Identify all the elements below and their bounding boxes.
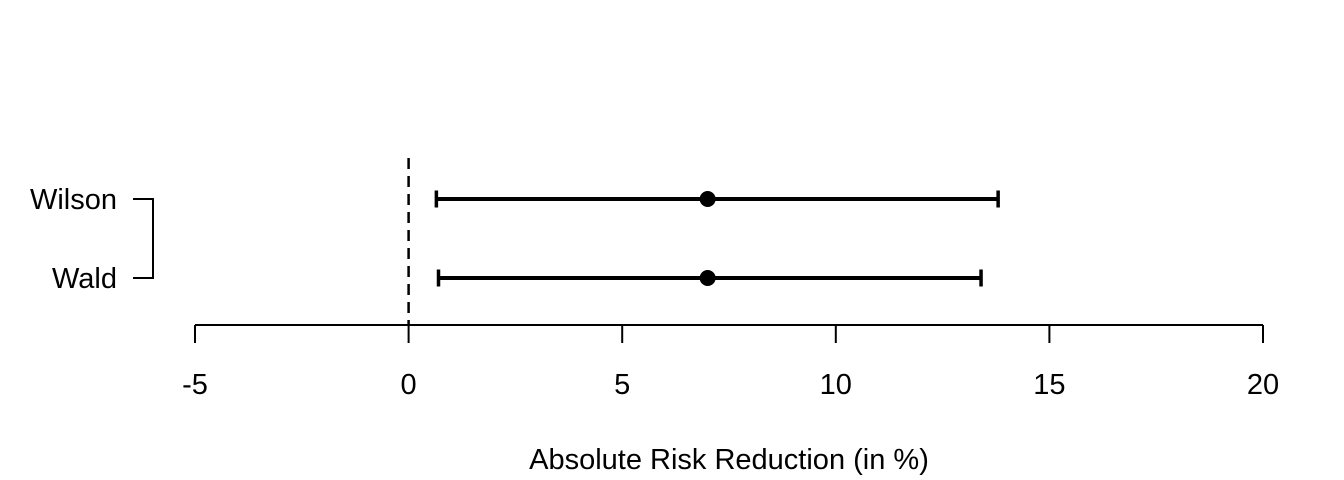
x-axis-tick-label: 10 (820, 369, 852, 401)
x-axis-tick-label: -5 (182, 369, 208, 401)
x-axis-tick-label: 0 (401, 369, 417, 401)
point-estimate-marker (699, 191, 716, 207)
row-label: Wald (52, 263, 117, 295)
x-axis-tick-label: 20 (1247, 369, 1279, 401)
row-label: Wilson (30, 184, 117, 216)
x-axis-tick-label: 15 (1033, 369, 1065, 401)
point-estimate-marker (699, 270, 716, 286)
x-axis-title: Absolute Risk Reduction (in %) (529, 444, 929, 476)
x-axis-tick-label: 5 (614, 369, 630, 401)
